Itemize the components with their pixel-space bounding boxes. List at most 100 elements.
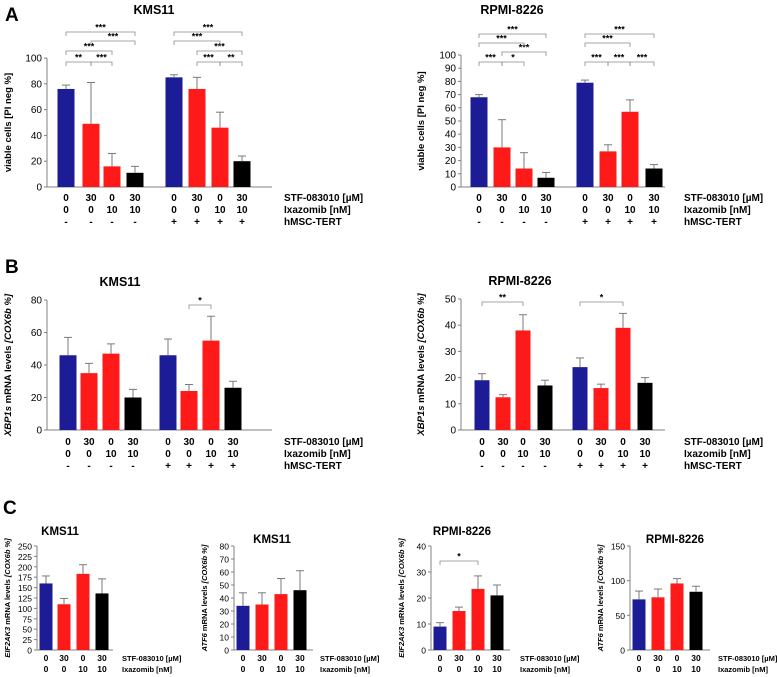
- A1-hmsc-value-6: +: [217, 217, 223, 228]
- C3-stf-value-3: 30: [492, 653, 502, 663]
- C1-y-tick-label-5: 125: [18, 594, 32, 604]
- C4-stf-row-label: STF-083010 [µM]: [718, 654, 777, 663]
- C3-ixa-value-2: 10: [473, 664, 483, 674]
- panel-label-b: B: [5, 257, 19, 278]
- A2-y-tick-label-6: 60: [445, 103, 457, 114]
- B2-stf-value-5: 30: [595, 437, 607, 448]
- B2-bar-2: [515, 330, 531, 430]
- C2-y-tick-label-4: 40: [220, 594, 230, 604]
- C3-ixa-value-1: 0: [457, 664, 462, 674]
- C1-y-tick-label-4: 100: [18, 604, 32, 614]
- C3-bar-2: [471, 588, 485, 650]
- A2-stf-value-1: 30: [496, 193, 508, 204]
- A1-sig-bracket-8: [173, 40, 221, 45]
- A2-y-tick-label-2: 20: [445, 156, 457, 167]
- A1-sig-label-7: ***: [214, 42, 225, 52]
- B2-y-label-part-0: XBP1s: [416, 406, 427, 437]
- A2-sig-bracket-4: [478, 33, 547, 38]
- B1-bar-4: [159, 355, 177, 430]
- A2-ixa-value-4: 0: [582, 205, 588, 216]
- A1-sig-label-0: **: [75, 53, 83, 63]
- C4-stf-value-0: 0: [637, 653, 642, 663]
- A2-bar-0: [470, 97, 488, 187]
- A1-sig-label-1: ***: [96, 53, 107, 63]
- A1-ixa-value-4: 0: [171, 205, 177, 216]
- C3-ixa-row-label: Ixazomib [nM]: [520, 665, 571, 674]
- B1-bar-5: [180, 391, 198, 430]
- A2-hmsc-row-label: hMSC-TERT: [684, 217, 742, 228]
- A1-bar-2: [103, 166, 121, 187]
- C4-bar-3: [689, 591, 703, 650]
- A2-ixa-value-6: 10: [624, 205, 636, 216]
- A2-sig-label-2: ***: [519, 43, 530, 53]
- C3-stf-value-2: 0: [476, 653, 481, 663]
- A1-sig-bracket-1: [90, 61, 113, 66]
- C1-bar-1: [57, 604, 71, 650]
- A2-sig-label-1: *: [511, 53, 515, 63]
- A1-hmsc-value-7: +: [239, 217, 245, 228]
- A1-stf-value-3: 30: [129, 193, 141, 204]
- B2-hmsc-value-5: +: [598, 461, 604, 472]
- A2-y-tick-label-5: 50: [445, 117, 457, 128]
- A2-stf-value-2: 0: [521, 193, 527, 204]
- C4-ixa-row-label: Ixazomib [nM]: [718, 665, 769, 674]
- A2-ixa-value-1: 0: [499, 205, 505, 216]
- A2-ixa-value-2: 10: [518, 205, 530, 216]
- B2-sig-label-0: **: [499, 293, 507, 303]
- B1-y-axis-label: XBP1s mRNA levels [COX6b %]: [3, 293, 14, 437]
- B1-hmsc-value-3: -: [131, 461, 134, 472]
- B2-ixa-value-7: 10: [639, 449, 651, 460]
- C2-y-axis-label: ATF6 mRNA levels [COX6b %]: [200, 544, 209, 652]
- C3-ixa-value-3: 10: [492, 664, 502, 674]
- C1-y-label-part-1: mRNA levels: [3, 577, 12, 627]
- C2-title: KMS11: [253, 534, 291, 546]
- B2-bar-3: [537, 385, 553, 430]
- C3-title: RPMI-8226: [433, 526, 491, 538]
- C3-stf-value-0: 0: [438, 653, 443, 663]
- C4-title: RPMI-8226: [646, 534, 704, 546]
- A2-sig-bracket-8: [584, 42, 631, 47]
- A1-y-tick-label-3: 60: [31, 105, 43, 116]
- B1-y-tick-label-4: 80: [31, 296, 43, 307]
- A1-ixa-value-0: 0: [63, 205, 69, 216]
- B1-stf-value-7: 30: [227, 437, 239, 448]
- A1-y-axis-label: viable cells [PI neg %]: [3, 73, 14, 172]
- B1-title: KMS11: [100, 275, 141, 289]
- C3-bar-1: [452, 611, 466, 650]
- C1-stf-row-label: STF-083010 [µM]: [122, 654, 182, 663]
- C3-y-tick-label-1: 10: [417, 620, 427, 630]
- B2-hmsc-value-6: +: [620, 461, 626, 472]
- A1-bar-7: [233, 161, 251, 187]
- C1-bar-3: [95, 593, 109, 650]
- A2-sig-bracket-7: [629, 61, 655, 66]
- B2-sig-label-1: *: [600, 293, 604, 303]
- C1-y-tick-label-1: 25: [23, 635, 33, 645]
- B1-hmsc-value-5: +: [186, 461, 192, 472]
- A1-y-tick-label-0: 0: [36, 183, 42, 194]
- panel-label-c: C: [3, 498, 17, 519]
- C4-stf-value-3: 30: [691, 653, 701, 663]
- B1-bar-2: [102, 353, 120, 430]
- C2-bar-0: [236, 605, 250, 650]
- C4-y-tick-label-2: 100: [611, 576, 625, 586]
- C4-y-label-part-2: [COX6b %]: [596, 544, 605, 584]
- A2-y-label-part-1: [PI neg %]: [416, 71, 427, 117]
- C2-y-tick-label-1: 10: [220, 633, 230, 643]
- A1-sig-bracket-2: [65, 50, 113, 55]
- B1-hmsc-row-label: hMSC-TERT: [284, 461, 342, 472]
- C3-ixa-value-0: 0: [438, 664, 443, 674]
- C4-bar-2: [670, 583, 684, 650]
- chart-b1: KMS11 0 20 40 60 80 XBP1s mRNA levels [COX6b %…: [3, 275, 364, 472]
- A2-hmsc-value-7: +: [651, 217, 657, 228]
- A2-sig-bracket-0: [478, 61, 503, 66]
- C4-bar-1: [651, 597, 665, 650]
- A2-sig-label-3: ***: [496, 34, 507, 44]
- B1-bar-6: [202, 340, 220, 430]
- A1-stf-value-6: 0: [217, 193, 223, 204]
- C3-stf-row-label: STF-083010 [µM]: [520, 654, 580, 663]
- C1-y-tick-label-7: 175: [18, 573, 32, 583]
- C3-y-tick-label-2: 20: [417, 594, 427, 604]
- C1-y-tick-label-0: 0: [27, 646, 32, 656]
